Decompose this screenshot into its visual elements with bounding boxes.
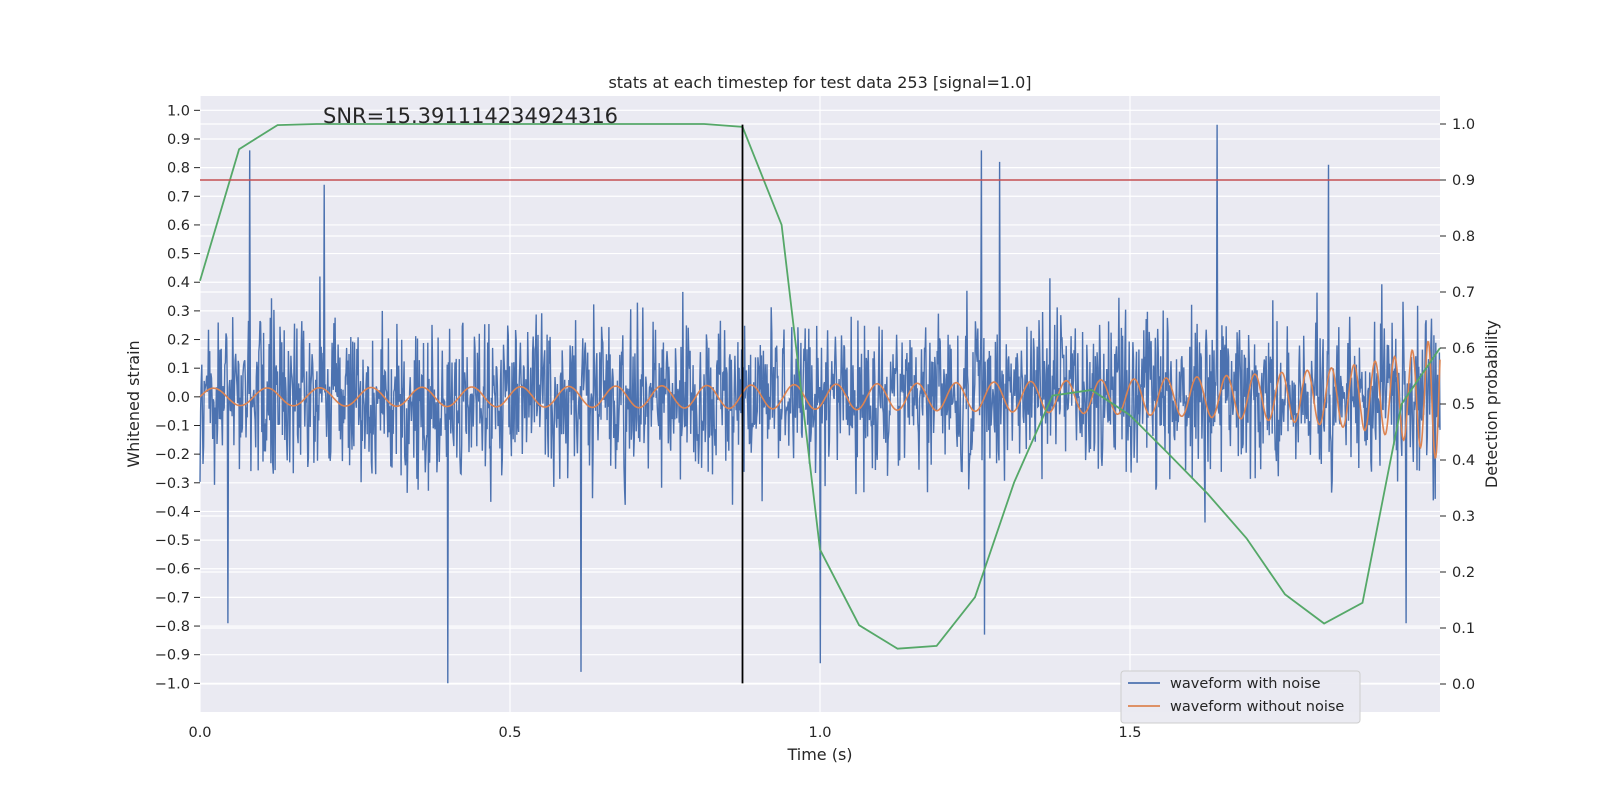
y-tick-label: 0.3	[167, 304, 190, 320]
series-waveform-without-noise	[199, 340, 1441, 460]
left-axis-ticks: 1.0 0.9 0.8 0.7 0.6 0.5 0.4 0.3 0.2 0.1 0.0 −0.1 −0.…	[155, 103, 200, 692]
legend-box	[1120, 670, 1361, 724]
y-tick-label: −1.0	[155, 676, 190, 692]
series-detection-probability	[199, 123, 1441, 650]
chart-title: stats at each timestep for test data 253…	[608, 73, 1031, 92]
x-axis-ticks: 0.0 0.5 1.0 1.5	[188, 725, 1141, 741]
y2-tick-label: 0.4	[1452, 453, 1475, 469]
x-tick-label: 0.5	[498, 725, 521, 741]
y2-tick-label: 0.1	[1452, 621, 1475, 637]
y-tick-label: −0.1	[155, 418, 190, 434]
y-tick-label: −0.4	[155, 504, 190, 520]
y2-tick-label: 1.0	[1452, 117, 1475, 133]
y-tick-label: 0.4	[167, 275, 190, 291]
y-tick-label: 0.9	[167, 132, 190, 148]
legend-label-clean: waveform without noise	[1170, 699, 1344, 715]
y-tick-label: −0.2	[155, 447, 190, 463]
y-tick-label: 0.5	[167, 247, 190, 263]
y-tick-label: −0.5	[155, 533, 190, 549]
y-tick-label: 1.0	[167, 103, 190, 119]
y-tick-label: 0.2	[167, 333, 190, 349]
y-tick-label: 0.0	[167, 390, 190, 406]
series-layer	[199, 123, 1441, 684]
y-tick-label: 0.6	[167, 218, 190, 234]
y-tick-label: −0.6	[155, 562, 190, 578]
y2-tick-label: 0.8	[1452, 229, 1475, 245]
y-tick-label: 0.1	[167, 361, 190, 377]
legend-label-noisy: waveform with noise	[1170, 676, 1321, 692]
right-axis-ticks: 0.0 0.1 0.2 0.3 0.4 0.5 0.6 0.7 0.8 0.9 1.0	[1440, 117, 1475, 693]
y-tick-label: −0.3	[155, 476, 190, 492]
y-tick-label: 0.7	[167, 189, 190, 205]
x-tick-label: 1.0	[808, 725, 831, 741]
x-tick-label: 0.0	[188, 725, 211, 741]
y-tick-label: 0.8	[167, 161, 190, 177]
y2-tick-label: 0.6	[1452, 341, 1475, 357]
reference-lines	[200, 124, 1440, 684]
y-tick-label: −0.8	[155, 619, 190, 635]
y2-tick-label: 0.0	[1452, 677, 1475, 693]
y-axis-label: Whitened strain	[124, 340, 143, 467]
y2-tick-label: 0.2	[1452, 565, 1475, 581]
x-tick-label: 1.5	[1118, 725, 1141, 741]
y-tick-label: −0.9	[155, 648, 190, 664]
y2-axis-label: Detection probability	[1482, 320, 1501, 488]
y2-tick-label: 0.7	[1452, 285, 1475, 301]
snr-annotation: SNR=15.391114234924316	[323, 104, 618, 128]
series-waveform-with-noise	[199, 124, 1441, 684]
y-tick-label: −0.7	[155, 590, 190, 606]
y2-tick-label: 0.5	[1452, 397, 1475, 413]
y2-tick-label: 0.9	[1452, 173, 1475, 189]
legend: waveform with noise waveform without noi…	[1120, 670, 1361, 724]
y2-tick-label: 0.3	[1452, 509, 1475, 525]
x-axis-label: Time (s)	[786, 745, 852, 764]
